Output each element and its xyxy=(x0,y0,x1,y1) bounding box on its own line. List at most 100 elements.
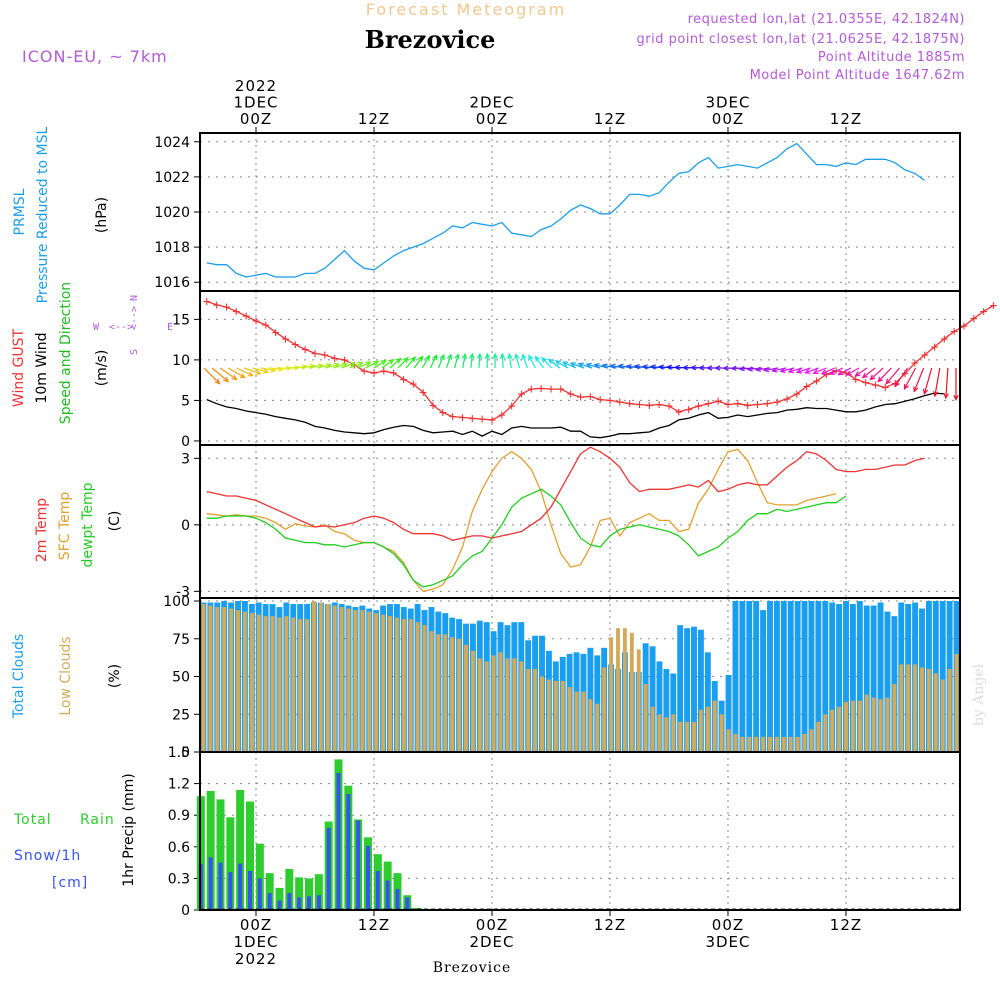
gust-marker: + xyxy=(626,397,634,412)
low-cloud-bar xyxy=(394,617,399,752)
snow-bar xyxy=(316,895,321,910)
gust-marker: + xyxy=(852,372,860,387)
low-cloud-bar xyxy=(491,655,496,752)
low-cloud-bar xyxy=(546,679,551,752)
low-cloud-bar xyxy=(622,628,627,752)
wind-arrow-head xyxy=(223,376,230,383)
wind-arrow xyxy=(211,367,229,382)
wind-arrow-head xyxy=(507,352,513,360)
gust-label: Wind GUST xyxy=(11,328,27,407)
wind-arrow-head xyxy=(239,373,246,379)
low-cloud-bar xyxy=(484,661,489,752)
wind-arrow-head xyxy=(771,367,778,373)
y-tick-label: 3 xyxy=(181,451,190,467)
rain-bar xyxy=(236,789,245,910)
low-cloud-bar xyxy=(899,664,904,752)
low-cloud-bar xyxy=(823,714,828,752)
wind-arrow xyxy=(913,367,925,392)
precip-bars xyxy=(196,759,422,910)
gust-marker: + xyxy=(291,337,299,352)
wind-arrow-head xyxy=(402,356,409,363)
top-axis-label: 1DEC xyxy=(233,94,278,112)
low-cloud-bar xyxy=(844,702,848,752)
wind-arrow xyxy=(349,362,363,369)
top-axis-label: 00Z xyxy=(240,110,272,128)
low-cloud-bar xyxy=(457,638,462,752)
wind-arrow-head xyxy=(762,367,770,373)
bottom-axis-label: 00Z xyxy=(240,916,272,934)
wind-arrow xyxy=(333,363,347,369)
temp-labels: 2m Temp SFC Temp dewpt Temp (C) xyxy=(34,482,123,567)
low-cloud-bar xyxy=(325,604,330,752)
gust-marker: + xyxy=(498,408,506,423)
low-cloud-bar xyxy=(636,649,641,752)
temp2m-line xyxy=(206,446,925,541)
total-cloud-bar xyxy=(787,601,794,752)
low-cloud-bar xyxy=(816,721,821,752)
low-cloud-bar xyxy=(553,681,558,752)
snow-bar xyxy=(306,896,311,910)
wind-arrow-head xyxy=(861,372,868,379)
low-cloud-bar xyxy=(733,733,738,752)
gust-marker: + xyxy=(262,318,270,333)
low-cloud-bar xyxy=(312,601,316,752)
gust-marker: + xyxy=(695,399,703,414)
wind-arrow xyxy=(522,354,529,369)
temp2m-label: 2m Temp xyxy=(34,498,50,562)
wind-arrow-head xyxy=(795,368,803,374)
low-cloud-bar xyxy=(685,721,690,752)
low-cloud-bar xyxy=(837,706,842,752)
wind-arrow xyxy=(252,367,269,373)
low-cloud-bar xyxy=(809,729,814,752)
wind-arrow-head xyxy=(231,374,238,381)
low-cloud-bar xyxy=(947,668,952,752)
wind-arrow-head xyxy=(854,371,861,377)
wind-arrow xyxy=(796,367,811,373)
point-altitude: Point Altitude 1885m xyxy=(818,50,965,65)
wind-arrow-head xyxy=(845,370,852,376)
y-tick-label: 0.3 xyxy=(168,871,190,887)
bottom-axis-label: 00Z xyxy=(712,916,744,934)
wind-arrow xyxy=(534,356,545,369)
y-tick-label: 15 xyxy=(172,312,190,328)
wind-arrow-head xyxy=(373,360,380,366)
y-tick-label: 50 xyxy=(172,670,190,686)
low-cloud-bar xyxy=(360,610,365,752)
low-cloud-bar xyxy=(208,605,213,752)
rain-bar xyxy=(255,843,264,910)
gust-marker: + xyxy=(370,366,378,381)
pct-unit: (%) xyxy=(107,664,123,688)
snow-bar xyxy=(257,878,262,910)
product-title: Forecast Meteogram xyxy=(366,0,566,19)
wind-arrow-head xyxy=(432,354,438,361)
wind-arrow-head xyxy=(913,386,919,393)
total-cloud-bar xyxy=(753,601,760,752)
bottom-axis-label: 12Z xyxy=(830,916,862,934)
total-cloud-bar xyxy=(836,604,843,752)
low-cloud-bar xyxy=(332,605,337,752)
low-cloud-bar xyxy=(920,667,924,752)
model-altitude: Model Point Altitude 1647.62m xyxy=(750,68,965,83)
wind-arrow-head xyxy=(410,356,417,363)
wind-arrow-head xyxy=(341,362,349,368)
low-cloud-bar xyxy=(788,736,793,752)
snow-label: Snow/1h xyxy=(14,848,81,864)
wind-arrow-head xyxy=(633,363,640,370)
top-axis-label: 12Z xyxy=(830,110,862,128)
wind-arrow-head xyxy=(689,364,697,371)
low-cloud-bar xyxy=(664,717,669,752)
wind-10m-line xyxy=(206,392,945,439)
low-cloud-bar xyxy=(795,736,800,752)
top-axis-label: 2DEC xyxy=(469,94,514,112)
snow-bar xyxy=(346,794,351,910)
wind-arrow xyxy=(437,354,445,369)
wind-arrow-head xyxy=(447,353,453,360)
wind-arrow xyxy=(838,367,852,376)
wind-arrow-head xyxy=(665,364,672,371)
low-cloud-bar xyxy=(470,650,475,752)
cloud-labels: Total Clouds Low Clouds (%) xyxy=(11,634,123,719)
wind-arrow xyxy=(446,354,452,369)
snow-bar xyxy=(238,863,243,910)
wind-arrow-head xyxy=(820,369,827,375)
